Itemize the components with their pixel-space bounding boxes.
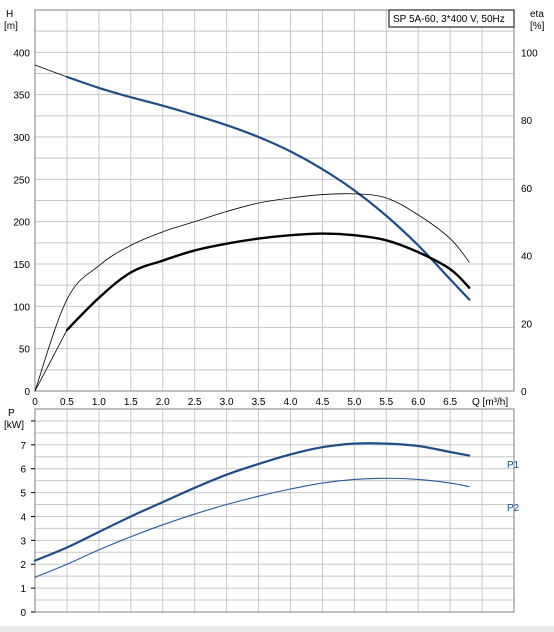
y-tick-label-bottom: 1 — [20, 584, 26, 595]
y-tick-label-top: 0 — [24, 387, 30, 398]
x-tick-label: 6.5 — [443, 397, 457, 408]
x-tick-label: 4.5 — [315, 397, 329, 408]
x-tick-label: 0 — [32, 397, 38, 408]
y-tick-label-bottom: 5 — [20, 489, 26, 500]
y2-tick-label-top: 40 — [521, 252, 533, 263]
top-series-line-3 — [34, 329, 68, 392]
y-tick-label-top: 100 — [13, 302, 30, 313]
y-axis-label-bottom: P — [8, 408, 15, 419]
y-axis-label-top: H — [6, 9, 13, 20]
top-plot-frame — [34, 9, 515, 392]
x-tick-label: 6.0 — [411, 397, 425, 408]
y-tick-label-top: 50 — [19, 345, 31, 356]
x-tick-label: 5.5 — [379, 397, 393, 408]
top-series-line-0 — [34, 64, 68, 78]
y-tick-label-top: 300 — [13, 133, 30, 144]
x-tick-label: 2.5 — [188, 397, 202, 408]
top-series-line-4 — [65, 232, 471, 332]
y-tick-label-bottom: 4 — [20, 512, 26, 523]
y-axis-unit-top: [m] — [4, 21, 18, 32]
x-tick-label: 2.0 — [156, 397, 170, 408]
y-tick-label-top: 350 — [13, 91, 30, 102]
series-label-p1: P1 — [507, 460, 520, 471]
y2-axis-unit-top: [%] — [530, 21, 545, 32]
y2-tick-label-top: 0 — [521, 387, 527, 398]
top-series-line-2 — [34, 193, 470, 392]
bottom-series-line-1 — [34, 477, 470, 578]
chart-title: SP 5A-60, 3*400 V, 50Hz — [393, 14, 505, 25]
x-tick-label: 3.0 — [220, 397, 234, 408]
y-tick-label-bottom: 6 — [20, 465, 26, 476]
y-tick-label-top: 150 — [13, 260, 30, 271]
x-tick-label: 3.5 — [252, 397, 266, 408]
y-tick-label-top: 400 — [13, 48, 30, 59]
bottom-band — [0, 626, 554, 632]
y-tick-label-top: 250 — [13, 175, 30, 186]
y-tick-label-bottom: 0 — [20, 608, 26, 619]
y2-tick-label-top: 100 — [521, 48, 538, 59]
x-tick-label: 1.0 — [92, 397, 106, 408]
y2-axis-label-top: eta — [530, 9, 544, 20]
y-tick-label-bottom: 2 — [20, 560, 26, 571]
series-label-p2: P2 — [507, 503, 520, 514]
x-tick-label: 5.0 — [347, 397, 361, 408]
y2-tick-label-top: 80 — [521, 116, 533, 127]
top-series-line-1 — [65, 75, 471, 301]
bottom-plot-frame — [34, 408, 515, 613]
y-tick-label-top: 200 — [13, 218, 30, 229]
y2-tick-label-top: 20 — [521, 319, 533, 330]
x-tick-label: 4.0 — [284, 397, 298, 408]
y2-tick-label-top: 60 — [521, 184, 533, 195]
y-axis-unit-bottom: [kW] — [4, 420, 24, 431]
title-box — [388, 9, 515, 28]
x-axis-label: Q [m³/h] — [472, 397, 508, 408]
bottom-series-line-0 — [33, 442, 471, 562]
y-tick-label-bottom: 3 — [20, 536, 26, 547]
y-tick-label-bottom: 7 — [20, 441, 26, 452]
x-tick-label: 1.5 — [124, 397, 138, 408]
x-tick-label: 0.5 — [60, 397, 74, 408]
